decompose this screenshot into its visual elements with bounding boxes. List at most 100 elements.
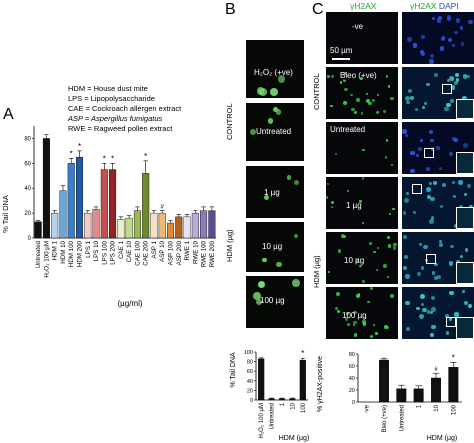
nucleus-spot [446,15,451,20]
nucleus-spot [368,101,372,105]
bar [200,210,208,239]
nucleus-spot [446,79,451,83]
nucleus-spot [356,293,360,298]
y-tick-label: 80 [24,136,31,142]
nucleus-spot [430,147,435,152]
nucleus-spot [388,212,391,215]
y-tick-label: 0 [28,236,32,242]
y-tick-label: 40 [24,186,31,192]
ifc-cell-bleo-gh2ax: Bleo (+ve) [326,67,398,119]
nucleus-spot [437,15,443,20]
panel-b-xlabel: HDM (µg) [279,435,309,442]
significance-star: * [103,154,106,163]
nucleus-spot [387,276,390,279]
x-tick-label: H₂O₂ 100 µM [43,241,50,278]
nucleus-spot [416,306,420,311]
nucleus-spot [455,78,460,82]
comet-image-label: Untreated [256,127,292,136]
nucleus-spot [347,190,350,193]
nucleus-spot [430,310,434,314]
legend-line: RWE = Ragweed pollen extract [68,124,173,133]
x-tick-label: RWE 100 [201,240,208,267]
nucleus-spot [453,137,458,142]
ifc-cell-neg-merge [402,12,474,64]
ifc-cell-untreated-merge [402,122,474,174]
nucleus-spot [438,166,442,170]
nucleus-spot [425,82,430,87]
nucleus-spot [464,300,468,305]
nucleus-spot [267,117,274,124]
nucleus-spot [361,221,364,224]
y-tick-label: 40 [247,379,253,385]
nucleus-spot [383,264,387,268]
nucleus-spot [362,177,365,180]
y-tick-label: 100 [244,350,253,356]
x-tick-label: CAE 100 [134,240,141,265]
nucleus-spot [326,75,330,78]
nucleus-spot [344,316,349,321]
nucleus-spot [458,204,464,210]
nucleus-spot [405,300,410,306]
legend-line: ASP = Aspergillus fumigatus [68,114,163,123]
nucleus-spot [263,194,270,201]
nucleus-spot [445,102,451,108]
x-tick-label: 1 [417,404,423,408]
comet-image-label: 1 µg [264,188,280,197]
panel-c-hdm-label: HDM (µg) [312,255,321,288]
nucleus-spot [433,275,439,280]
nucleus-spot [339,81,342,84]
nucleus-spot [391,164,394,167]
nucleus-spot [449,290,454,295]
nucleus-spot [430,138,434,143]
panel-a-chart: % Tail DNA (µg/ml) 0 20 40 60 80 Untreated H₂O… [1,126,216,308]
ifc-cell-hdm10-gh2ax: 10 µg [326,232,398,284]
nucleus-spot [440,36,446,42]
y-tick-label: 20 [247,388,253,394]
nucleus-spot [250,128,256,135]
nucleus-spot [405,191,410,196]
cell-label: Untreated [330,125,366,134]
nucleus-spot [428,182,432,186]
bar [258,358,265,401]
zoom-box [442,84,452,94]
abbreviation-legend: HDM = House dust mite LPS = Lipopolysacc… [68,84,181,134]
ifc-cell-hdm1-merge [402,177,474,229]
comet-image-hdm-100: 100 µg [246,276,304,328]
panel-b-ylabel: % Tail DNA [230,352,237,388]
nucleus-spot [367,300,371,304]
nucleus-spot [420,266,425,270]
bar [100,169,108,239]
nucleus-spot [276,261,282,268]
nucleus-spot [334,152,337,156]
x-tick-label: RWE 200 [209,240,216,267]
bar [67,163,75,239]
cell-label: 10 µg [344,256,365,265]
nucleus-spot [349,93,353,97]
y-tick-label: 20 [24,211,31,217]
nucleus-spot [410,150,416,156]
nucleus-spot [343,101,347,105]
nucleus-spot [453,81,458,86]
x-tick-label: H₂O₂ 100 µM [259,403,265,438]
bar [191,212,199,239]
x-tick-label: 100 [301,402,307,413]
nucleus-spot [353,321,357,325]
nucleus-spot [392,207,395,210]
comet-image-hdm-1: 1 µg [246,166,304,218]
nucleus-spot [460,42,465,46]
nucleus-spot [469,204,474,209]
panel-label-c: C [312,1,324,18]
significance-star: * [144,152,147,161]
nucleus-spot [262,257,267,263]
x-tick-label: ASP 10 [159,240,166,261]
nucleus-spot [404,133,409,138]
bar [299,359,306,401]
nucleus-spot [377,94,380,97]
significance-star: * [111,154,114,163]
nucleus-spot [463,192,468,196]
nucleus-spot [421,302,425,306]
y-tick-label: 80 [247,360,253,366]
nucleus-spot [434,73,438,77]
nucleus-spot [459,26,463,30]
nucleus-spot [429,218,435,224]
